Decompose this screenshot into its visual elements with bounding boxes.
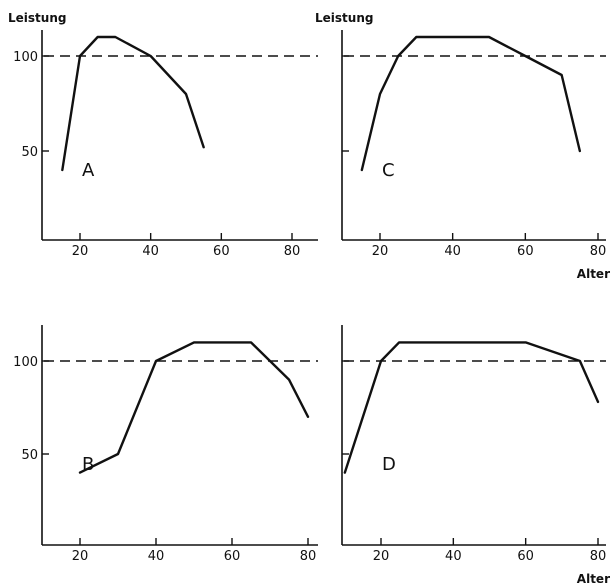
- series-line: [61, 35, 205, 172]
- x-tick-label: 60: [213, 244, 230, 259]
- series-line: [343, 341, 600, 474]
- series-line: [360, 35, 582, 172]
- x-axis-title: Alter: [577, 572, 610, 586]
- y-tick-label: 100: [13, 355, 38, 370]
- x-tick-label: 20: [373, 549, 390, 564]
- series-line: [78, 341, 310, 474]
- x-tick-label: 80: [300, 549, 317, 564]
- x-axis-title: Alter: [577, 267, 610, 281]
- x-tick-label: 60: [517, 549, 534, 564]
- x-tick-label: 20: [72, 549, 89, 564]
- x-tick-label: 40: [148, 549, 165, 564]
- panel-letter: B: [82, 454, 94, 475]
- y-tick-label: 100: [13, 50, 38, 65]
- y-tick-label: 50: [21, 448, 38, 463]
- y-axis-title: Leistung: [315, 11, 373, 25]
- panel-letter: A: [82, 160, 95, 181]
- y-tick-label: 50: [21, 145, 38, 160]
- chart-panel-a: 50 100 20 40 60 80 A Leistung: [8, 11, 318, 259]
- x-tick-label: 20: [72, 244, 89, 259]
- x-tick-label: 80: [590, 549, 607, 564]
- x-tick-label: 40: [142, 244, 159, 259]
- x-tick-label: 40: [444, 244, 461, 259]
- x-tick-label: 80: [590, 244, 607, 259]
- y-axis-title: Leistung: [8, 11, 66, 25]
- x-tick-label: 60: [517, 244, 534, 259]
- x-tick-label: 40: [445, 549, 462, 564]
- chart-panel-d: 20 40 60 80 D Alter: [341, 325, 610, 586]
- x-tick-label: 60: [224, 549, 241, 564]
- x-tick-label: 20: [372, 244, 389, 259]
- chart-panel-b: 50 100 20 40 60 80 B: [13, 325, 318, 564]
- panel-letter: C: [382, 160, 395, 181]
- panel-letter: D: [382, 454, 396, 475]
- x-tick-label: 80: [284, 244, 301, 259]
- chart-panel-c: 20 40 60 80 C Leistung Alter: [315, 11, 610, 281]
